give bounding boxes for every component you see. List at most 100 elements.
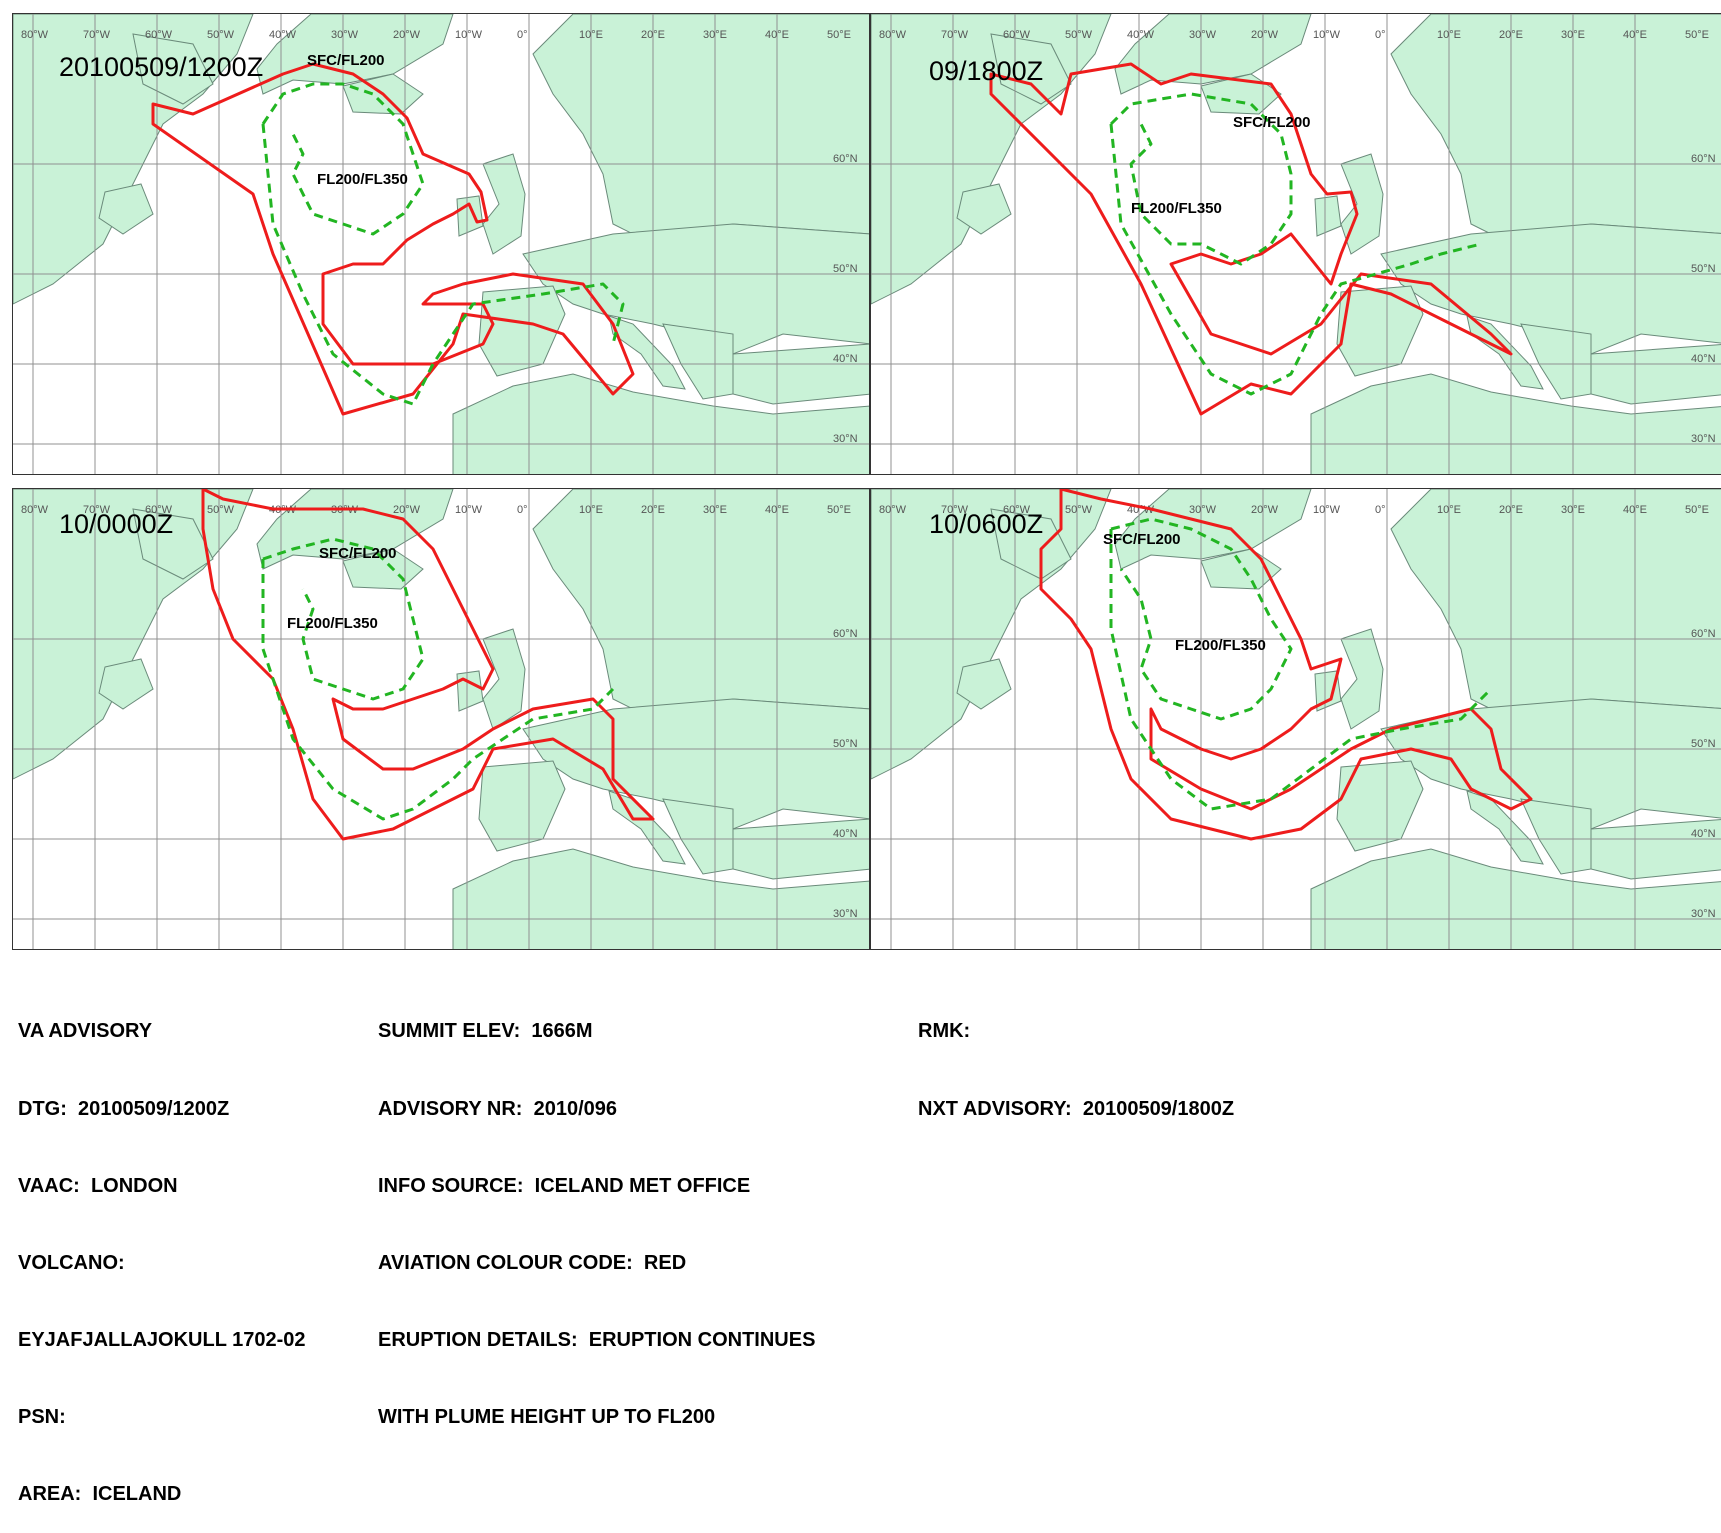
longitude-label: 40°E — [765, 29, 789, 41]
graticule — [13, 489, 869, 949]
advisory-column-right: RMK: NXT ADVISORY: 20100509/1800Z — [918, 968, 1234, 1148]
longitude-label: 20°W — [1251, 504, 1279, 516]
landmass-scandinavia — [1390, 489, 1721, 720]
longitude-label: 20°E — [641, 504, 665, 516]
landmass-baffin — [132, 33, 214, 105]
panel-timestamp: 09/1800Z — [929, 56, 1044, 86]
advisory-line: VAAC: LONDON — [18, 1174, 178, 1197]
longitude-label: 20°W — [393, 29, 421, 41]
longitude-label: 0° — [1375, 29, 1386, 41]
longitude-label: 10°E — [579, 504, 603, 516]
latitude-label: 30°N — [1691, 433, 1716, 445]
advisory-column-middle: SUMMIT ELEV: 1666M ADVISORY NR: 2010/096… — [378, 968, 815, 1456]
longitude-label: 50°E — [827, 29, 851, 41]
layer-label-fl200-fl350: FL200/FL350 — [317, 171, 408, 188]
advisory-line: ERUPTION DETAILS: ERUPTION CONTINUES — [378, 1328, 816, 1351]
landmass-baffin — [990, 508, 1072, 580]
latitude-label: 50°N — [833, 738, 858, 750]
layer-label-fl200-fl350: FL200/FL350 — [287, 615, 378, 632]
ash-cloud-fl200-fl350-boundary — [1110, 517, 1293, 721]
ash-cloud-sfc-fl200-boundary — [151, 62, 635, 416]
landmass-greenland — [1114, 14, 1312, 95]
landmass-turkey — [732, 343, 869, 405]
map-t1: 80°W 70°W 60°W 50°W 40°W 30°W 20°W 10°W 0° 10°E 20… — [871, 14, 1721, 474]
panel-timestamp: 10/0000Z — [59, 509, 174, 539]
advisory-line: RMK: — [918, 1020, 971, 1043]
landmass-newfoundland — [98, 658, 154, 710]
longitude-label: 0° — [517, 504, 528, 516]
graticule — [871, 14, 1721, 474]
advisory-line: EYJAFJALLAJOKULL 1702-02 — [18, 1328, 306, 1351]
latitude-label: 50°N — [1691, 738, 1716, 750]
longitude-label: 70°W — [83, 29, 111, 41]
longitude-label: 0° — [1375, 504, 1386, 516]
landmass-turkey — [1590, 819, 1721, 880]
latitude-label: 40°N — [1691, 828, 1716, 840]
longitude-label: 10°W — [455, 29, 483, 41]
landmass-greenland — [256, 14, 454, 95]
forecast-panel-t1: 80°W 70°W 60°W 50°W 40°W 30°W 20°W 10°W 0° 10°E 20… — [870, 13, 1721, 475]
advisory-line: AVIATION COLOUR CODE: RED — [378, 1251, 687, 1274]
longitude-label: 70°W — [83, 504, 111, 516]
longitude-label: 60°W — [145, 29, 173, 41]
longitude-label: 50°E — [827, 504, 851, 516]
landmass-ireland — [1314, 195, 1342, 237]
latitude-label: 40°N — [833, 828, 858, 840]
latitude-label: 30°N — [1691, 908, 1716, 920]
longitude-label: 50°E — [1685, 504, 1709, 516]
latitude-label: 60°N — [833, 153, 858, 165]
landmass-italy — [1466, 790, 1544, 865]
latitude-label: 30°N — [833, 908, 858, 920]
longitude-label: 60°W — [1003, 29, 1031, 41]
land-layer — [871, 489, 1721, 949]
map-t3: 80°W 70°W 60°W 50°W 40°W 30°W 20°W 10°W 0° 10°E 20… — [871, 489, 1721, 949]
longitude-label: 70°W — [941, 29, 969, 41]
layer-label-sfc-fl200: SFC/FL200 — [307, 52, 385, 69]
layer-label-fl200-fl350: FL200/FL350 — [1131, 200, 1222, 217]
longitude-label: 40°E — [1623, 504, 1647, 516]
longitude-label: 10°W — [1313, 29, 1341, 41]
layer-label-fl200-fl350: FL200/FL350 — [1175, 637, 1266, 654]
ash-cloud-fl200-fl350-boundary — [261, 559, 615, 821]
latitude-label: 40°N — [833, 353, 858, 365]
longitude-label: 80°W — [879, 29, 907, 41]
longitude-label: 20°W — [1251, 29, 1279, 41]
ash-cloud-sfc-fl200-boundary — [1039, 489, 1533, 841]
longitude-label: 40°W — [1127, 29, 1155, 41]
landmass-africa — [1310, 373, 1721, 474]
ash-cloud-fl200-fl350-boundary — [261, 123, 625, 406]
landmass-scandinavia — [1390, 14, 1721, 245]
landmass-africa — [1310, 848, 1721, 949]
longitude-label: 50°W — [207, 504, 235, 516]
ash-cloud-fl200-fl350-boundary — [262, 537, 425, 701]
longitude-label: 10°W — [1313, 504, 1341, 516]
layer-label-sfc-fl200: SFC/FL200 — [1103, 531, 1181, 548]
advisory-line: VA ADVISORY — [18, 1020, 153, 1043]
landmass-newfoundland — [98, 183, 154, 235]
advisory-line: DTG: 20100509/1200Z — [18, 1097, 230, 1120]
landmass-newfoundland — [956, 183, 1012, 235]
latitude-label: 60°N — [833, 628, 858, 640]
graticule — [871, 489, 1721, 949]
layer-label-sfc-fl200: SFC/FL200 — [1233, 114, 1311, 131]
advisory-line: INFO SOURCE: ICELAND MET OFFICE — [378, 1174, 751, 1197]
longitude-label: 80°W — [879, 504, 907, 516]
advisory-line: PSN: — [18, 1405, 66, 1428]
longitude-label: 20°E — [1499, 29, 1523, 41]
longitude-label: 10°E — [579, 29, 603, 41]
longitude-label: 30°E — [1561, 504, 1585, 516]
latitude-label: 50°N — [833, 263, 858, 275]
longitude-label: 10°W — [455, 504, 483, 516]
longitude-label: 80°W — [21, 29, 49, 41]
landmass-baffin — [132, 508, 214, 580]
forecast-panel-t2: 80°W 70°W 60°W 50°W 40°W 30°W 20°W 10°W 0° 10°E 20… — [12, 488, 870, 950]
longitude-label: 60°W — [145, 504, 173, 516]
landmass-africa — [452, 848, 869, 949]
ash-cloud-fl200-fl350-boundary — [1109, 92, 1293, 266]
advisory-line: AREA: ICELAND — [18, 1482, 182, 1505]
longitude-label: 40°W — [269, 29, 297, 41]
longitude-label: 80°W — [21, 504, 49, 516]
landmass-africa — [452, 373, 869, 474]
advisory-line: VOLCANO: — [18, 1251, 125, 1274]
advisory-line: WITH PLUME HEIGHT UP TO FL200 — [378, 1405, 716, 1428]
